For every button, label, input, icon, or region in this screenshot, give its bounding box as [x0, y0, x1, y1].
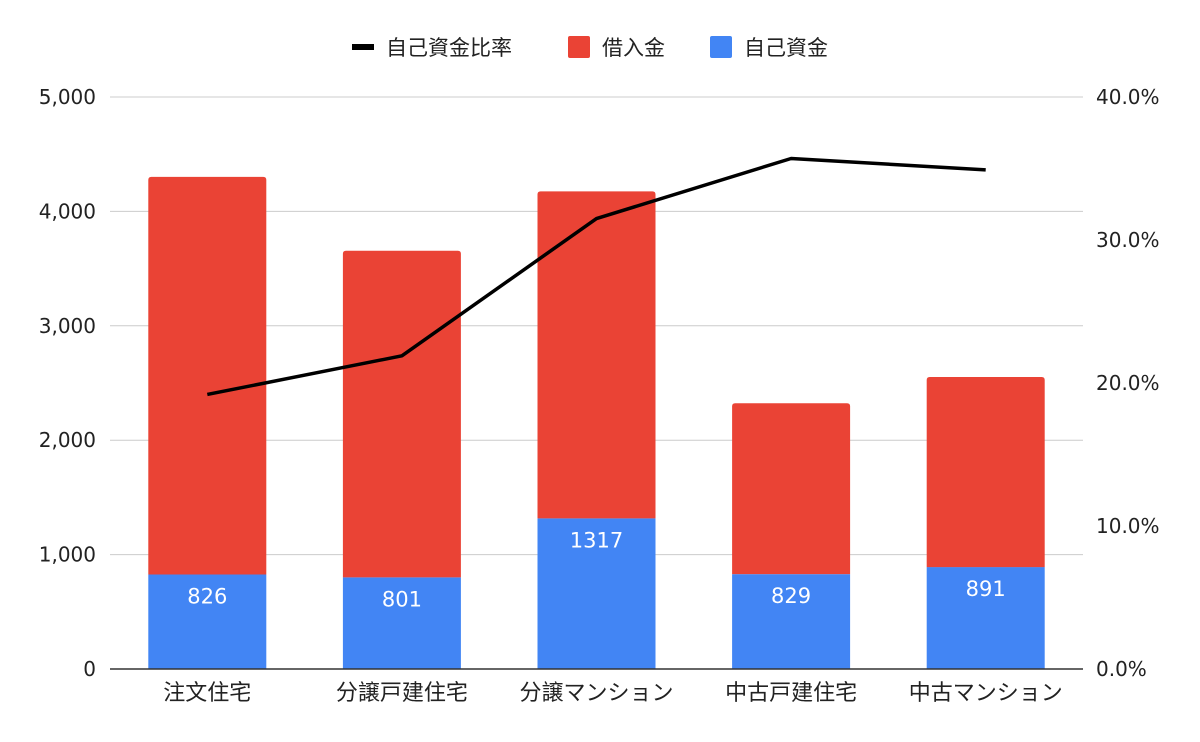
left-axis-tick-label: 4,000: [39, 199, 96, 223]
legend-label: 借入金: [602, 36, 665, 60]
bar-value-label: 826: [187, 585, 227, 609]
ratio-line: [206, 156, 986, 397]
legend-label: 自己資金: [744, 36, 828, 60]
bar-segment: [732, 403, 851, 575]
bar-segment: [926, 567, 1045, 669]
category-label: 中古戸建住宅: [725, 681, 857, 706]
bar-value-label: 801: [382, 587, 422, 611]
bar-value-label: 829: [771, 584, 811, 608]
legend-swatch: [710, 36, 732, 58]
bar-segment: [926, 377, 1045, 568]
bar-value-label: 891: [966, 577, 1006, 601]
left-axis-tick-label: 0: [83, 657, 96, 681]
right-axis-tick-label: 40.0%: [1096, 85, 1160, 109]
bar-value-labels: 826 801 1317 829 891: [187, 528, 1005, 611]
bar-segment: [342, 250, 461, 578]
ratio-line-path: [206, 156, 986, 397]
legend-label: 自己資金比率: [386, 36, 512, 60]
right-axis-tick-label: 30.0%: [1096, 228, 1160, 252]
left-axis-tick-label: 2,000: [39, 428, 96, 452]
bar-value-label: 1317: [570, 528, 623, 552]
bar-segment: [537, 518, 656, 669]
category-label: 分譲戸建住宅: [336, 681, 468, 706]
bar-segment: [148, 176, 267, 575]
left-axis-tick-label: 5,000: [39, 85, 96, 109]
category-label: 分譲マンション: [519, 681, 673, 706]
bar-segment: [537, 191, 656, 519]
bar-segment: [148, 574, 267, 669]
category-labels: 注文住宅 分譲戸建住宅 分譲マンション 中古戸建住宅 中古マンション: [163, 681, 1062, 706]
right-axis-tick-label: 20.0%: [1096, 371, 1160, 395]
category-label: 中古マンション: [909, 681, 1063, 706]
right-axis-ticks: 0.0% 10.0% 20.0% 30.0% 40.0%: [1096, 85, 1160, 681]
right-axis-tick-label: 0.0%: [1096, 657, 1147, 681]
left-axis-tick-label: 3,000: [39, 314, 96, 338]
left-axis-ticks: 0 1,000 2,000 3,000 4,000 5,000: [39, 85, 96, 681]
bar-segment: [342, 577, 461, 669]
bar-segment: [732, 574, 851, 669]
legend: 自己資金比率 借入金 自己資金: [352, 36, 828, 60]
legend-swatch: [352, 44, 374, 50]
bars: [148, 176, 1045, 669]
legend-swatch: [568, 36, 590, 58]
category-label: 注文住宅: [163, 681, 251, 706]
right-axis-tick-label: 10.0%: [1096, 514, 1160, 538]
left-axis-tick-label: 1,000: [39, 543, 96, 567]
